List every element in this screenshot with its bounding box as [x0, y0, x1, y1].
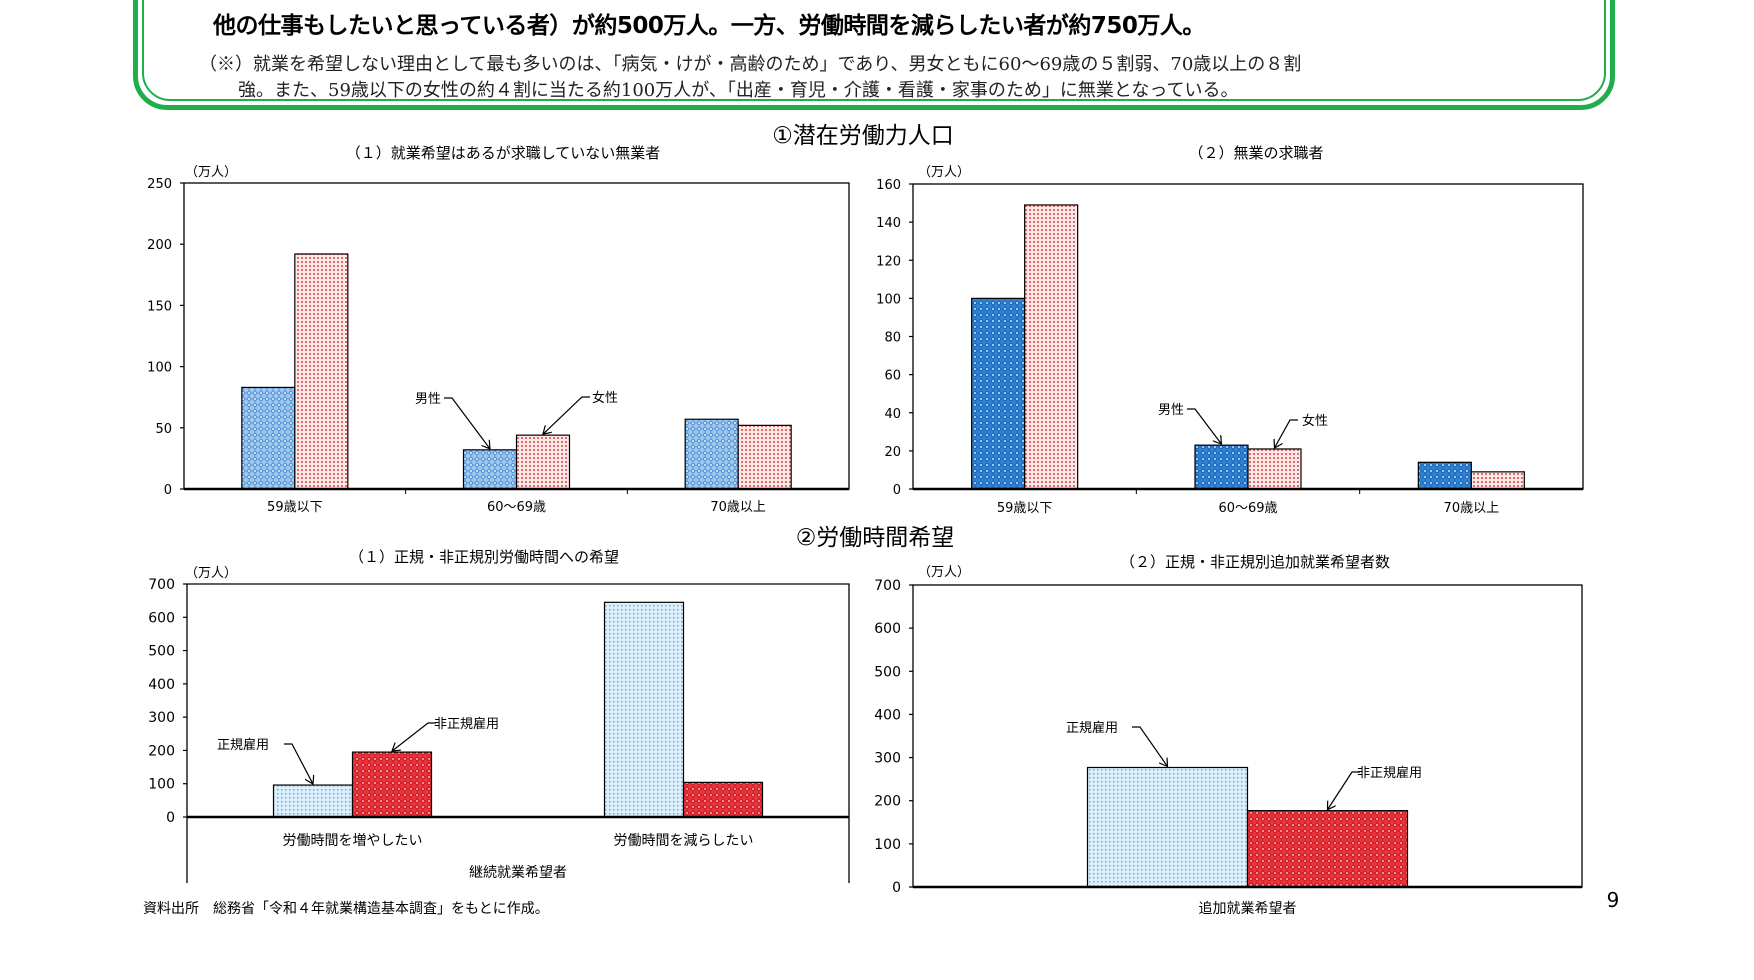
chart-title: （２）正規・非正規別追加就業希望者数: [1120, 553, 1390, 571]
bar-男性-60～69歳: [1194, 444, 1249, 490]
x-category-label: 追加就業希望者: [1199, 901, 1297, 917]
y-tick-label: 120: [876, 254, 901, 269]
annotation-arrow: [1187, 408, 1222, 444]
series-annotation-label: 正規雇用: [1066, 720, 1118, 736]
bar-男性-70歳以上: [684, 418, 739, 490]
bar-正規雇用-労働時間を減らしたい: [603, 601, 685, 818]
y-tick-label: 200: [148, 743, 175, 759]
section-heading-1: ①潜在労働力人口: [772, 123, 954, 149]
annotation-arrow: [543, 396, 590, 434]
annotation-arrow: [284, 743, 313, 784]
y-tick-label: 0: [892, 880, 901, 896]
x-category-label: 労働時間を増やしたい: [283, 833, 423, 849]
y-tick-label: 300: [874, 751, 901, 767]
bar-正規雇用-追加就業希望者: [1086, 766, 1249, 888]
series-annotation-label: 非正規雇用: [1357, 765, 1422, 781]
chart-4: （２）正規・非正規別追加就業希望者数 （万人） 0 100 200 300 400 500 60…: [874, 553, 1583, 917]
bar-女性-70歳以上: [737, 424, 792, 490]
y-tick-label: 500: [148, 644, 175, 660]
y-tick-label: 100: [876, 292, 901, 307]
y-tick-label: 200: [874, 794, 901, 810]
x-category-label: 59歳以下: [997, 501, 1053, 516]
y-tick-label: 100: [147, 361, 172, 376]
y-axis-unit-label: （万人）: [918, 565, 970, 580]
bar-女性-59歳以下: [294, 253, 349, 490]
series-annotation-label: 男性: [1158, 403, 1184, 418]
bar-非正規雇用-労働時間を増やしたい: [351, 751, 433, 818]
bar-男性-60～69歳: [462, 449, 518, 490]
y-tick-label: 400: [874, 707, 901, 723]
annotation-arrow: [1328, 771, 1360, 810]
y-tick-label: 700: [874, 578, 901, 594]
bar-男性-70歳以上: [1417, 461, 1472, 490]
series-annotation-label: 女性: [1302, 413, 1328, 429]
y-tick-label: 20: [884, 445, 901, 460]
y-tick-label: 50: [155, 422, 172, 437]
x-category-label: 労働時間を減らしたい: [614, 832, 754, 849]
y-tick-label: 200: [147, 238, 172, 253]
annotation-arrow: [1132, 726, 1168, 766]
section-heading-2: ②労働時間希望: [796, 525, 955, 551]
bar-女性-60～69歳: [1247, 448, 1302, 490]
y-tick-label: 100: [148, 777, 175, 793]
y-tick-label: 80: [884, 331, 901, 346]
chart-title: （１）就業希望はあるが求職していない無業者: [346, 144, 661, 162]
series-annotation-label: 女性: [592, 390, 618, 406]
x-category-label: 59歳以下: [267, 500, 323, 515]
series-annotation-label: 正規雇用: [217, 737, 269, 753]
plot-frame: [186, 583, 850, 883]
x-category-label: 60～69歳: [487, 500, 546, 515]
y-tick-label: 400: [148, 677, 175, 693]
y-tick-label: 250: [147, 177, 172, 192]
annotation-arrow: [444, 397, 490, 449]
y-tick-label: 60: [884, 369, 901, 384]
summary-box-inner-border: [142, 0, 1606, 101]
y-tick-label: 100: [874, 837, 901, 853]
bar-非正規雇用-労働時間を減らしたい: [682, 781, 764, 818]
y-tick-label: 160: [876, 178, 901, 193]
y-tick-label: 600: [148, 610, 175, 626]
y-axis-unit-label: （万人）: [918, 165, 970, 180]
y-axis-unit-label: （万人）: [185, 566, 237, 581]
chart-title: （２）無業の求職者: [1188, 144, 1323, 162]
series-annotation-label: 非正規雇用: [434, 716, 499, 732]
bar-正規雇用-労働時間を増やしたい: [272, 784, 354, 818]
y-tick-label: 600: [874, 621, 901, 637]
annotation-arrow: [1275, 419, 1298, 448]
source-note: 資料出所 総務省「令和４年就業構造基本調査」をもとに作成。: [143, 900, 549, 917]
x-category-label: 70歳以上: [710, 500, 766, 515]
bar-男性-59歳以下: [971, 297, 1026, 490]
x-category-label: 70歳以上: [1444, 501, 1500, 516]
summary-note-line-1: （※）就業を希望しない理由として最も多いのは、「病気・けが・高齢のため」であり、…: [199, 54, 1302, 75]
y-axis-unit-label: （万人）: [185, 165, 237, 180]
y-tick-label: 140: [876, 216, 901, 231]
summary-box: [133, 0, 1615, 110]
x-category-label: 60～69歳: [1218, 501, 1277, 516]
bar-女性-70歳以上: [1470, 471, 1525, 490]
summary-line-1: 他の仕事もしたいと思っている者）が約500万人。一方、労働時間を減らしたい者が約…: [213, 13, 1205, 39]
y-tick-label: 500: [874, 664, 901, 680]
y-tick-label: 0: [893, 483, 901, 498]
bar-女性-60～69歳: [515, 434, 571, 490]
x-axis-label: 継続就業希望者: [469, 864, 567, 881]
annotation-arrow: [392, 722, 436, 751]
y-tick-label: 700: [148, 577, 175, 593]
chart-title: （１）正規・非正規別労働時間への希望: [349, 548, 619, 566]
bar-女性-59歳以下: [1024, 204, 1079, 490]
y-tick-label: 300: [148, 710, 175, 726]
bar-男性-59歳以下: [241, 386, 296, 490]
chart-2: （２）無業の求職者 （万人） 0 20 40 60 80 100 120 140 160 59歳以下 6…: [876, 144, 1584, 516]
chart-1: （１）就業希望はあるが求職していない無業者 （万人） 0 50 100 150 200 250…: [147, 144, 850, 515]
series-annotation-label: 男性: [415, 392, 441, 407]
y-tick-label: 0: [164, 483, 172, 498]
y-tick-label: 40: [884, 407, 901, 422]
y-tick-label: 0: [166, 810, 175, 826]
chart-3: （１）正規・非正規別労働時間への希望 （万人） 0 100 200 300 400 500 60…: [148, 548, 850, 883]
page-number: 9: [1607, 888, 1620, 912]
bar-非正規雇用-追加就業希望者: [1246, 810, 1409, 888]
summary-note-line-2: 強。また、59歳以下の女性の約４割に当たる約100万人が、「出産・育児・介護・看…: [238, 80, 1239, 101]
y-tick-label: 150: [147, 299, 172, 314]
